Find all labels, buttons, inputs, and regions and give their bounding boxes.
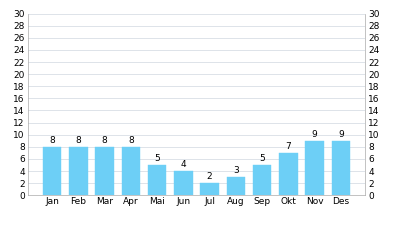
Bar <box>253 165 271 195</box>
Bar <box>279 153 298 195</box>
Bar <box>122 147 140 195</box>
Text: 9: 9 <box>312 130 318 139</box>
Text: 5: 5 <box>154 154 160 163</box>
Text: 8: 8 <box>128 136 134 145</box>
Bar <box>43 147 61 195</box>
Text: 7: 7 <box>286 142 291 151</box>
Text: 3: 3 <box>233 166 239 175</box>
Bar <box>227 177 245 195</box>
Text: 5: 5 <box>259 154 265 163</box>
Text: 8: 8 <box>102 136 107 145</box>
Bar <box>174 171 193 195</box>
Text: 9: 9 <box>338 130 344 139</box>
Bar <box>305 141 324 195</box>
Text: 8: 8 <box>49 136 55 145</box>
Text: 4: 4 <box>180 160 186 169</box>
Bar <box>95 147 114 195</box>
Text: 2: 2 <box>207 172 213 181</box>
Bar <box>200 183 219 195</box>
Text: 8: 8 <box>75 136 81 145</box>
Bar <box>148 165 166 195</box>
Bar <box>69 147 88 195</box>
Bar <box>332 141 350 195</box>
